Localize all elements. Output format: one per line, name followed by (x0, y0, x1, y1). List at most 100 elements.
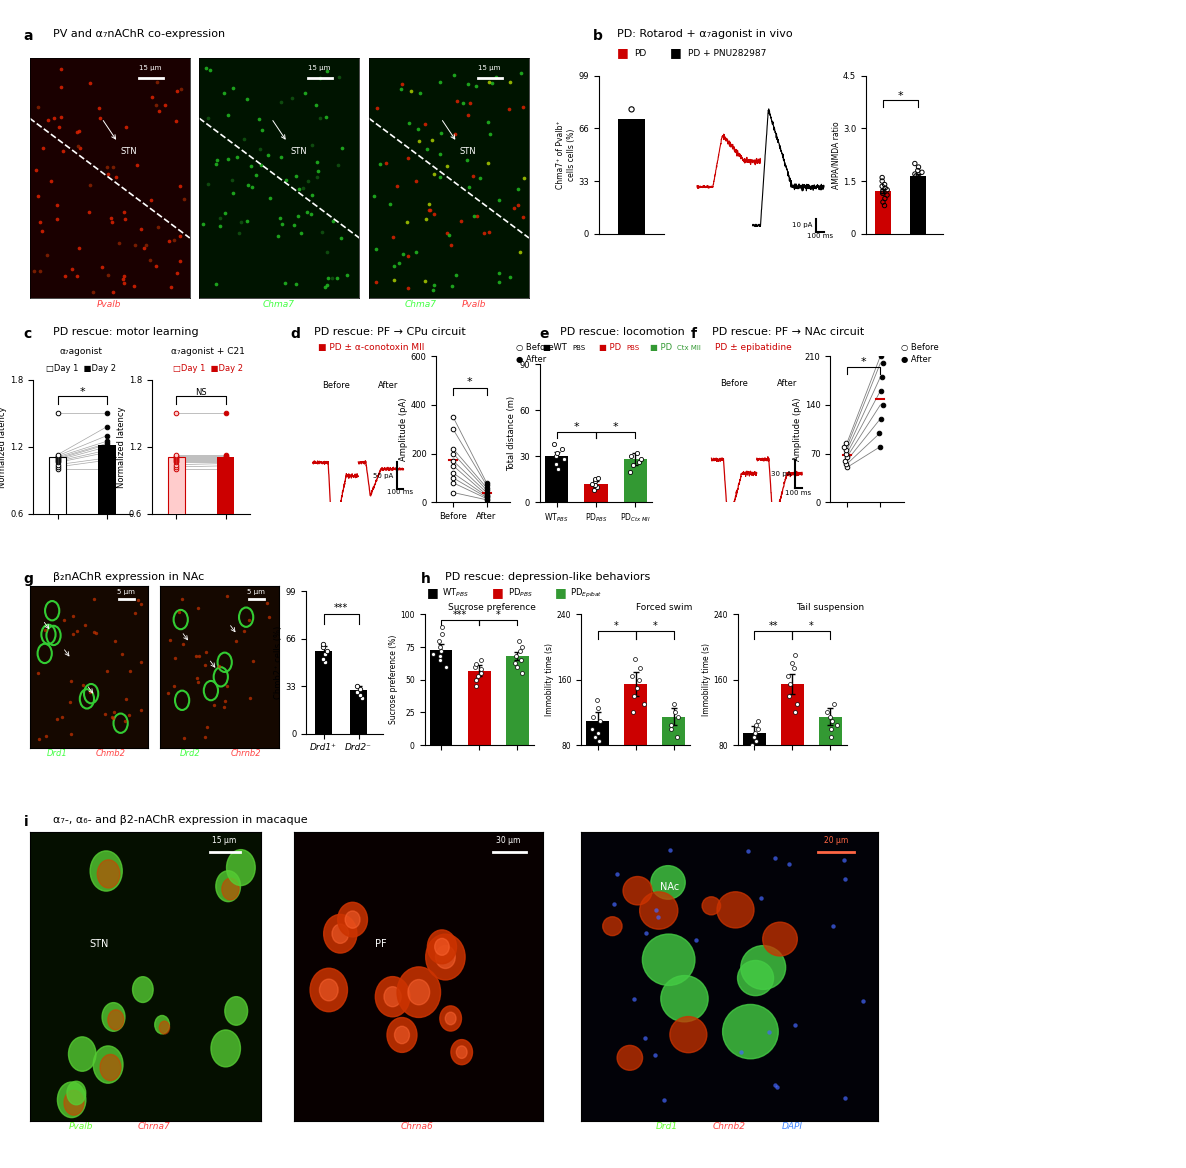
Point (102, 213, 121, 231)
Point (872, 368, 891, 387)
Point (547, 447, 566, 466)
Circle shape (69, 1037, 96, 1071)
Point (627, 679, 646, 697)
Circle shape (639, 892, 678, 930)
Point (872, 347, 891, 366)
Point (97, 437, 116, 456)
Point (197, 644, 216, 662)
Y-axis label: Sucrose preference (%): Sucrose preference (%) (389, 635, 397, 724)
Point (63, 259, 82, 278)
Point (260, 607, 279, 626)
Point (126, 604, 145, 623)
Point (425, 165, 444, 183)
Circle shape (338, 903, 368, 937)
Y-axis label: Amplitude (pA): Amplitude (pA) (398, 397, 408, 461)
Point (190, 646, 209, 665)
Circle shape (661, 975, 708, 1022)
Point (141, 190, 160, 209)
Point (431, 168, 449, 187)
Point (272, 92, 291, 111)
Bar (585, 484, 607, 502)
Text: 100 ms: 100 ms (806, 234, 833, 239)
Point (168, 264, 187, 283)
Bar (467, 670, 491, 745)
Point (452, 211, 471, 230)
Text: PD$_{PBS}$: PD$_{PBS}$ (508, 586, 533, 599)
Point (398, 114, 417, 133)
Point (210, 656, 229, 675)
Point (871, 437, 890, 456)
Text: *: * (79, 388, 85, 397)
Point (745, 728, 764, 746)
Circle shape (602, 917, 623, 936)
Point (243, 652, 262, 670)
Point (506, 647, 525, 666)
Point (906, 166, 925, 185)
Text: Chrnb2: Chrnb2 (713, 1122, 746, 1132)
Point (409, 132, 428, 151)
Point (259, 146, 278, 165)
Point (466, 677, 485, 696)
Point (471, 660, 490, 679)
Point (623, 666, 642, 684)
Point (197, 718, 216, 737)
Point (431, 124, 449, 142)
Point (500, 74, 519, 92)
Point (97, 404, 116, 423)
Text: ■ PD: ■ PD (599, 343, 621, 353)
Point (223, 183, 242, 202)
Point (146, 257, 165, 276)
Point (746, 715, 765, 735)
Point (510, 641, 529, 660)
Text: Chma7: Chma7 (263, 300, 294, 310)
Circle shape (133, 976, 153, 1002)
Y-axis label: Immobility time (s): Immobility time (s) (702, 644, 710, 716)
Point (835, 437, 854, 456)
Point (211, 209, 230, 228)
Text: a: a (24, 29, 33, 43)
Circle shape (64, 1090, 84, 1115)
Point (376, 153, 395, 172)
Point (588, 724, 607, 743)
Point (908, 161, 927, 180)
Point (467, 207, 486, 225)
Point (662, 715, 681, 735)
Point (49, 458, 68, 477)
Bar (780, 684, 804, 811)
Point (292, 224, 311, 243)
Point (397, 213, 416, 231)
Circle shape (216, 870, 241, 902)
Point (329, 157, 347, 175)
Point (81, 682, 100, 701)
Point (307, 167, 326, 186)
Circle shape (100, 1055, 121, 1080)
Point (216, 445, 235, 464)
Circle shape (57, 1082, 85, 1118)
Point (146, 96, 165, 114)
Point (646, 901, 665, 919)
Text: 5 μm: 5 μm (247, 590, 266, 596)
Point (368, 98, 387, 117)
Point (338, 265, 357, 284)
Bar (742, 734, 765, 811)
Point (167, 449, 186, 467)
Point (295, 84, 314, 103)
Point (103, 283, 122, 301)
Point (293, 179, 312, 197)
Point (223, 171, 242, 189)
Point (548, 459, 567, 478)
Point (79, 202, 98, 221)
Point (420, 201, 439, 220)
Point (242, 157, 261, 175)
Bar (98, 445, 116, 580)
Point (282, 89, 301, 107)
Point (384, 257, 403, 276)
Point (269, 227, 288, 245)
Point (873, 193, 892, 211)
Point (635, 695, 653, 714)
Point (53, 142, 72, 161)
Point (433, 618, 452, 637)
Circle shape (451, 1040, 472, 1065)
Point (302, 186, 321, 204)
Y-axis label: Chma7⁺ of Pvalb⁺
cells cells (%): Chma7⁺ of Pvalb⁺ cells cells (%) (556, 120, 575, 189)
